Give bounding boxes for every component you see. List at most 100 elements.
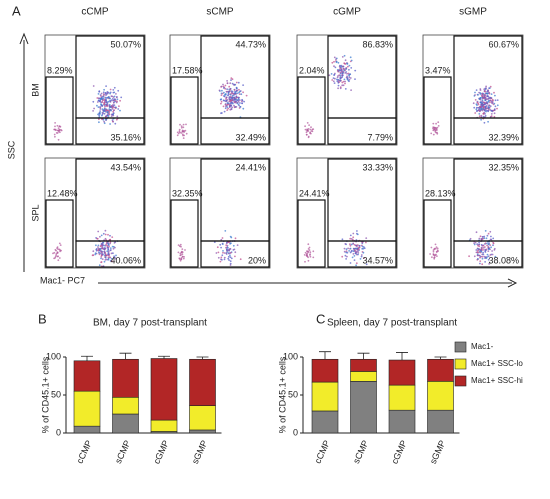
- event-dot: [347, 72, 350, 75]
- event-dot: [490, 101, 493, 104]
- event-dot: [333, 65, 335, 68]
- event-dot: [108, 109, 111, 112]
- column-title: sCMP: [206, 7, 234, 18]
- event-dot: [345, 76, 348, 79]
- event-dot: [233, 248, 236, 251]
- event-dot: [485, 109, 488, 112]
- event-dot: [110, 99, 113, 102]
- event-dot: [99, 235, 101, 238]
- event-dot: [437, 121, 440, 124]
- bar-segment: [427, 358, 454, 382]
- event-dot: [350, 59, 353, 62]
- event-dot: [116, 98, 119, 101]
- gate-percent: 33.33%: [362, 162, 393, 172]
- bar-segment: [311, 410, 339, 434]
- event-dot: [181, 253, 184, 256]
- event-dot: [430, 132, 433, 135]
- event-dot: [486, 253, 489, 256]
- event-dot: [100, 234, 103, 237]
- event-dot: [493, 102, 496, 105]
- event-dot: [489, 244, 492, 247]
- plot-frame: [296, 34, 398, 146]
- event-dot: [223, 258, 226, 261]
- event-dot: [236, 244, 239, 247]
- event-dot: [110, 257, 113, 260]
- event-dot: [224, 93, 227, 95]
- event-dot: [55, 254, 57, 257]
- event-dot: [309, 254, 311, 256]
- event-dot: [484, 257, 486, 259]
- event-dot: [239, 105, 242, 108]
- event-dot: [431, 256, 433, 259]
- legend-swatch: [454, 358, 467, 370]
- event-dot: [487, 255, 490, 258]
- event-dot: [105, 104, 108, 106]
- event-dot: [487, 246, 490, 249]
- event-dot: [231, 92, 234, 95]
- event-dot: [106, 250, 109, 253]
- event-dot: [349, 243, 351, 246]
- event-dot: [113, 86, 116, 89]
- event-dot: [360, 255, 363, 258]
- event-dot: [115, 101, 118, 104]
- event-dot: [479, 93, 482, 95]
- event-dot: [114, 100, 116, 103]
- event-dot: [481, 257, 484, 260]
- gate: [170, 199, 199, 268]
- event-dot: [312, 256, 315, 259]
- x-tick-label: sGMP: [428, 439, 448, 466]
- event-dot: [346, 62, 348, 65]
- event-dot: [110, 105, 113, 108]
- event-dot: [352, 243, 354, 245]
- legend-swatch: [454, 375, 467, 387]
- event-dot: [180, 251, 183, 254]
- event-dot: [180, 258, 183, 261]
- event-dot: [110, 252, 113, 255]
- event-dot: [108, 245, 110, 248]
- event-dot: [102, 253, 104, 256]
- event-dot: [220, 102, 222, 105]
- gate: [45, 199, 74, 268]
- event-dot: [487, 120, 489, 123]
- event-dot: [54, 122, 56, 124]
- event-dot: [100, 257, 102, 260]
- event-dot: [434, 247, 437, 250]
- event-dot: [332, 80, 335, 83]
- event-dot: [334, 77, 336, 80]
- event-dot: [362, 247, 365, 250]
- legend-label: Mac1+ SSC-lo: [471, 359, 523, 368]
- event-dot: [350, 243, 353, 246]
- event-dot: [95, 237, 97, 239]
- event-dot: [234, 98, 236, 101]
- event-dot: [487, 110, 489, 113]
- event-dot: [101, 108, 104, 111]
- event-dot: [179, 259, 182, 262]
- event-dot: [343, 247, 346, 250]
- event-dot: [488, 105, 491, 107]
- event-dot: [354, 78, 356, 80]
- event-dot: [235, 81, 238, 84]
- gate: [423, 76, 452, 145]
- event-dot: [218, 89, 221, 92]
- bar-segment: [150, 358, 178, 421]
- event-dot: [352, 250, 355, 253]
- event-dot: [230, 79, 232, 81]
- event-dot: [348, 64, 351, 67]
- event-dot: [349, 247, 352, 250]
- event-dot: [232, 244, 235, 247]
- event-dot: [345, 68, 348, 70]
- event-dot: [344, 82, 346, 85]
- event-dot: [333, 82, 336, 84]
- event-dot: [97, 230, 100, 233]
- event-dot: [487, 89, 489, 92]
- event-dot: [433, 126, 436, 129]
- event-dot: [306, 250, 309, 253]
- event-dot: [230, 108, 233, 111]
- event-dot: [349, 237, 352, 240]
- event-dot: [468, 255, 470, 258]
- event-dot: [93, 107, 95, 110]
- event-dot: [95, 248, 98, 250]
- event-dot: [178, 130, 181, 133]
- event-dot: [107, 109, 109, 112]
- event-dot: [230, 105, 233, 107]
